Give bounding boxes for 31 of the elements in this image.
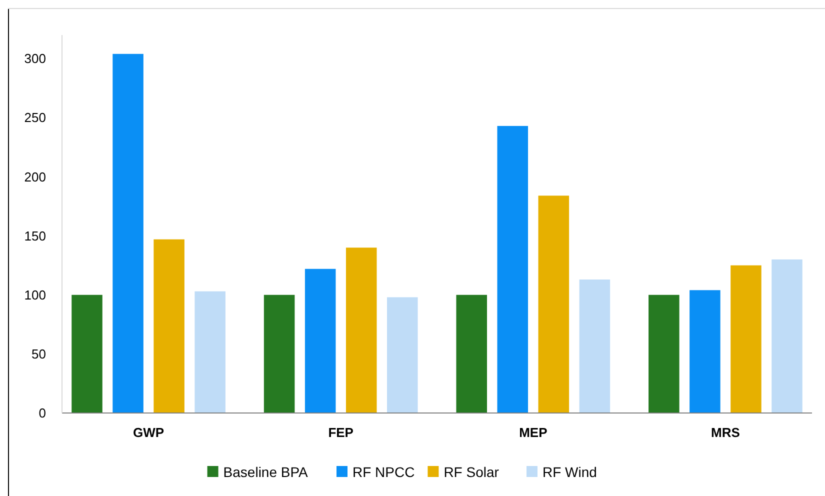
x-tick-label: MRS [711,425,740,440]
y-tick-label: 250 [24,110,46,126]
bar [387,297,418,413]
bar [772,259,802,413]
bar [304,268,336,413]
x-tick-label: GWP [133,425,164,440]
bar [538,196,570,413]
x-tick-label: MEP [519,425,548,440]
y-tick-label: 100 [24,287,46,302]
bar [264,294,295,413]
bar [194,291,226,413]
bar [112,54,144,413]
y-tick-label: 0 [38,406,46,421]
x-tick-label: FEP [328,425,354,440]
bar [648,294,680,413]
y-tick-label: 150 [24,228,46,244]
bar [346,248,377,413]
y-tick-label: 50 [32,346,46,362]
legend-label: RF NPCC [352,464,415,480]
bar [72,294,102,413]
bar [730,265,762,413]
legend-label: RF Wind [542,464,597,480]
bar [579,280,610,413]
y-tick-label: 300 [24,51,46,66]
legend-label: RF Solar [444,464,500,480]
bar [154,239,184,413]
legend-label: Baseline BPA [223,464,309,480]
bar [497,126,528,413]
y-tick-label: 200 [24,169,46,184]
bar [690,290,720,413]
bar [456,294,487,413]
